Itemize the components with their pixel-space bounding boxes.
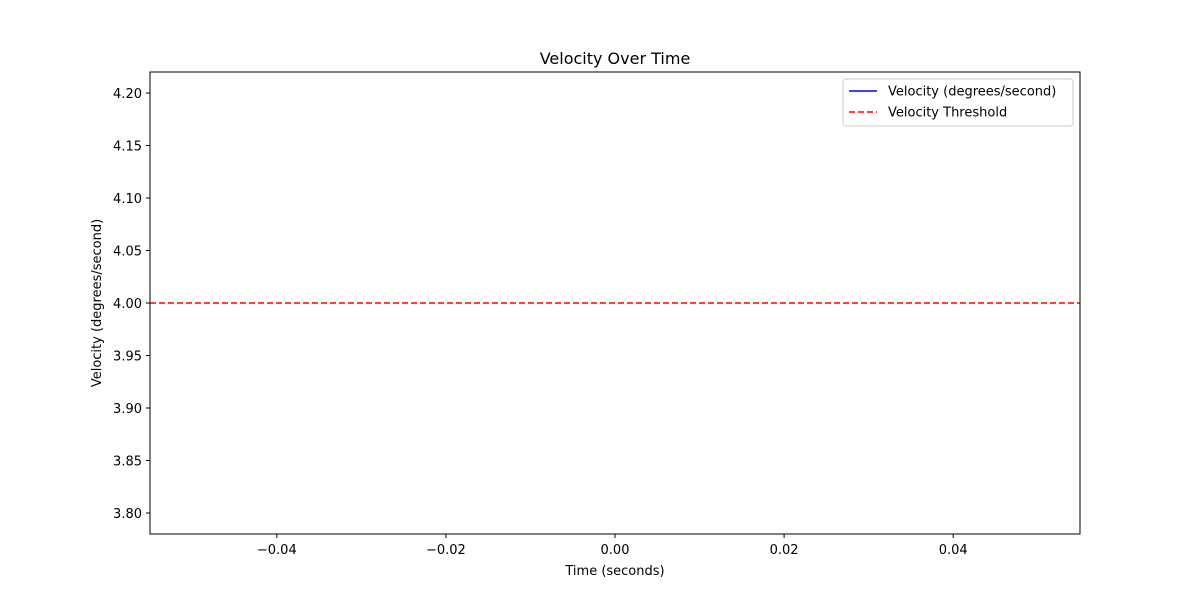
x-tick-label: 0.02 xyxy=(770,543,799,558)
legend-label: Velocity (degrees/second) xyxy=(888,85,1056,100)
x-tick-label: 0.00 xyxy=(601,543,630,558)
x-tick-label: −0.02 xyxy=(426,543,466,558)
y-tick-label: 3.85 xyxy=(113,455,142,470)
y-axis: 3.80 3.85 3.90 3.95 4.00 4.05 4.10 4.15 4.20 xyxy=(113,87,150,522)
y-tick-label: 4.00 xyxy=(113,297,142,312)
x-tick-label: −0.04 xyxy=(257,543,297,558)
plot-frame xyxy=(149,71,1081,535)
y-tick-label: 3.90 xyxy=(113,402,142,417)
legend-box xyxy=(842,78,1074,127)
y-tick-label: 3.80 xyxy=(113,507,142,522)
y-tick-label: 4.10 xyxy=(113,192,142,207)
y-tick-label: 3.95 xyxy=(113,350,142,365)
legend: Velocity (degrees/second) Velocity Thresh… xyxy=(842,78,1074,127)
y-tick-label: 4.05 xyxy=(113,245,142,260)
x-axis-title: Time (seconds) xyxy=(564,564,664,579)
y-axis-title: Velocity (degrees/second) xyxy=(90,219,105,387)
chart-title: Velocity Over Time xyxy=(540,49,691,68)
x-axis: −0.04 −0.02 0.00 0.02 0.04 xyxy=(257,534,968,558)
y-tick-label: 4.20 xyxy=(113,87,142,102)
x-tick-label: 0.04 xyxy=(939,543,968,558)
y-tick-label: 4.15 xyxy=(113,140,142,155)
legend-label: Velocity Threshold xyxy=(888,106,1007,121)
